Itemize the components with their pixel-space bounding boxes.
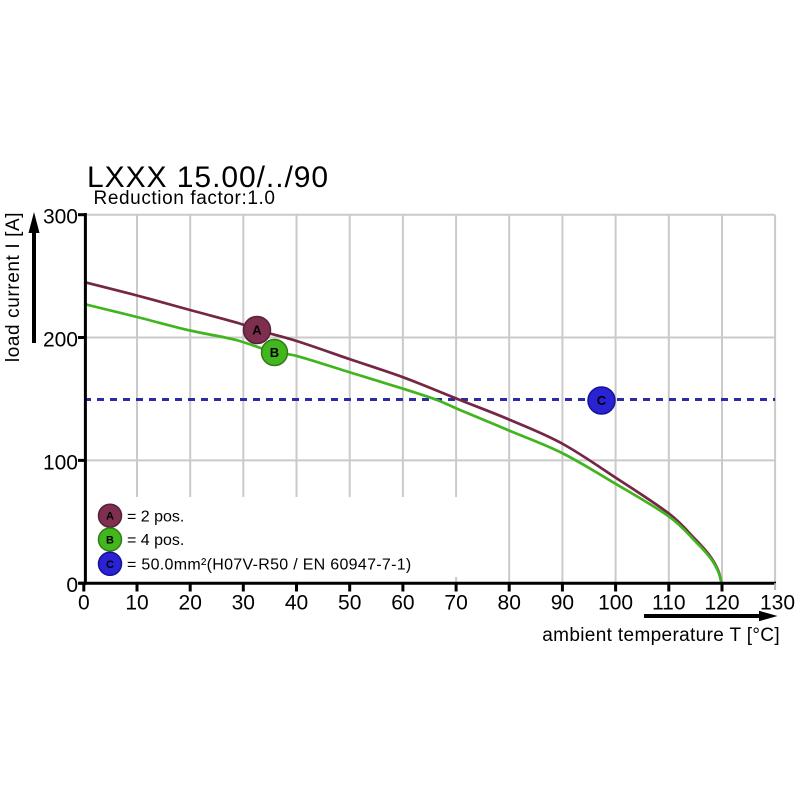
svg-text:110: 110 [652,592,685,615]
svg-text:B: B [106,535,114,547]
svg-text:90: 90 [551,592,574,615]
svg-text:300: 300 [43,206,78,229]
svg-text:30: 30 [232,592,255,615]
svg-text:60: 60 [391,592,414,615]
svg-text:0: 0 [66,574,78,597]
svg-text:= 50.0mm²(H07V-R50 / EN 60947-: = 50.0mm²(H07V-R50 / EN 60947-7-1) [127,557,412,574]
svg-text:= 2 pos.: = 2 pos. [127,508,184,525]
svg-text:0: 0 [78,592,90,615]
svg-text:100: 100 [43,451,78,474]
svg-text:200: 200 [43,329,78,352]
svg-text:40: 40 [285,592,308,615]
svg-text:A: A [106,511,114,523]
svg-text:10: 10 [125,592,148,615]
svg-text:C: C [597,393,607,408]
svg-text:120: 120 [704,592,739,615]
svg-text:130: 130 [760,592,795,615]
svg-text:80: 80 [498,592,521,615]
svg-text:B: B [270,345,279,360]
svg-text:Reduction factor:1.0: Reduction factor:1.0 [94,188,276,209]
svg-text:50: 50 [338,592,361,615]
svg-text:= 4 pos.: = 4 pos. [127,532,184,549]
svg-text:LXXX 15.00/../90: LXXX 15.00/../90 [87,161,329,194]
svg-text:C: C [106,559,114,571]
svg-text:100: 100 [598,592,633,615]
svg-text:70: 70 [444,592,467,615]
svg-text:ambient temperature T [°C]: ambient temperature T [°C] [542,625,780,646]
svg-text:load current I [A]: load current I [A] [3,212,24,362]
svg-text:A: A [252,323,262,338]
svg-text:20: 20 [179,592,202,615]
